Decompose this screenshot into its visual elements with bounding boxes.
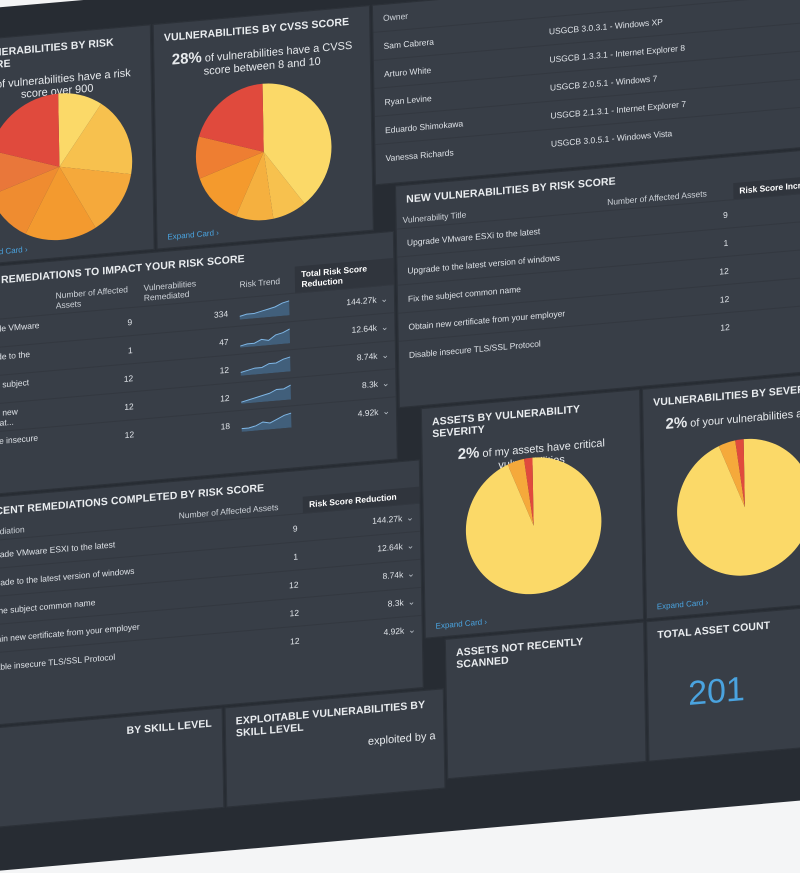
top-remediations-table: NameNumber of Affected AssetsVulnerabili…: [0, 257, 397, 463]
policy-table: Owner Sam Cabrera USGCB 3.0.3.1 - Windows…: [373, 0, 800, 173]
chevron-down-icon[interactable]: ⌄: [380, 321, 389, 333]
sparkline-line: [241, 384, 292, 403]
reduction-value: 4.92k: [357, 407, 379, 419]
not-scanned-card: Assets Not Recently Scanned: [444, 621, 647, 780]
expand-card-link[interactable]: Expand Card ›: [167, 228, 219, 242]
pie-slice[interactable]: [676, 433, 800, 581]
pie-slice[interactable]: [24, 164, 96, 243]
assets-severity-pie: [465, 452, 603, 600]
pie-slice[interactable]: [59, 160, 132, 230]
reduction-value: 144.27k: [372, 513, 403, 526]
new-vulns-card: New Vulnerabilities by Risk Score Vulner…: [395, 146, 800, 409]
reduction-value: 12.64k: [351, 322, 378, 335]
chevron-down-icon[interactable]: ⌄: [406, 512, 414, 523]
sparkline-area: [242, 412, 292, 432]
asset-count-value: 201: [687, 669, 746, 713]
risk-trend-sparkline: [240, 299, 290, 320]
risk-trend-sparkline: [241, 384, 292, 404]
risk-trend-sparkline: [240, 327, 291, 348]
vulns-severity-card: Vulnerabilities by Severity 2% of your v…: [642, 370, 800, 620]
risk-trend-cell: [235, 377, 298, 411]
cvss-headline-text: of vulnerabilities have a CVSS score bet…: [203, 39, 353, 78]
asset-count-card: Total Asset Count 201: [646, 603, 800, 762]
pie-slice[interactable]: [718, 440, 745, 510]
name-cell: Disable insecure TLS...: [0, 426, 53, 463]
reduction-value: 144.27k: [346, 294, 377, 308]
pie-slice[interactable]: [198, 83, 264, 158]
chevron-down-icon[interactable]: ⌄: [407, 596, 416, 608]
vulns-severity-percent: 2%: [665, 413, 688, 433]
pie-slice[interactable]: [196, 131, 264, 179]
risk-score-card: Vulnerabilities by Risk Score % of vulne…: [0, 24, 155, 267]
cvss-card: Vulnerabilities by CVSS Score 28% of vul…: [152, 5, 374, 250]
chevron-down-icon[interactable]: ⌄: [407, 568, 415, 579]
sparkline-line: [242, 412, 292, 429]
chevron-down-icon[interactable]: ⌄: [408, 624, 416, 636]
expand-card-link[interactable]: Expand Card ›: [0, 244, 28, 259]
chevron-down-icon[interactable]: ⌄: [382, 406, 391, 417]
pie-slice[interactable]: [465, 452, 603, 600]
reduction-value: 8.3k: [387, 597, 404, 609]
risk-trend-sparkline: [240, 355, 291, 376]
vulns-severity-pie: [676, 433, 800, 581]
cvss-pie: [196, 78, 333, 222]
pie-slice[interactable]: [507, 458, 534, 528]
risk-trend-cell: [233, 293, 297, 327]
chevron-down-icon[interactable]: ⌄: [406, 540, 415, 551]
pie-slice[interactable]: [263, 148, 305, 219]
pie-slice[interactable]: [58, 101, 133, 180]
vulns-severity-text: of your vulnerabilities ar: [690, 407, 800, 430]
sparkline-line: [240, 327, 291, 347]
reduction-value: 8.74k: [356, 350, 378, 363]
risk-score-pie: [0, 90, 133, 243]
exploitable-card: Exploitable Vulnerabilities by Skill Lev…: [224, 688, 446, 808]
expand-card-link[interactable]: Expand Card ›: [435, 617, 488, 631]
risk-trend-cell: [235, 405, 299, 439]
risk-trend-cell: [234, 349, 298, 383]
pie-slice[interactable]: [262, 78, 333, 207]
pie-slice[interactable]: [0, 166, 61, 237]
expand-card-link[interactable]: Expand Card ›: [656, 597, 709, 612]
pie-slice[interactable]: [235, 151, 274, 222]
top-remediations-card: Top Remediations to Impact Your Risk Sco…: [0, 230, 398, 497]
sparkline-line: [240, 299, 290, 317]
chevron-down-icon[interactable]: ⌄: [381, 349, 390, 361]
risk-trend-sparkline: [242, 412, 292, 432]
reduction-value: 8.3k: [361, 378, 379, 391]
chevron-down-icon[interactable]: ⌄: [381, 377, 390, 389]
reduction-value: 12.64k: [377, 541, 403, 554]
risk-trend-cell: [234, 321, 297, 355]
sparkline-area: [241, 356, 291, 376]
reduction-value: 4.92k: [383, 625, 405, 638]
recent-remediations-card: Recent Remediations Completed by Risk Sc…: [0, 459, 424, 728]
skill-level-card: by Skill Level: [0, 707, 225, 830]
pie-slice[interactable]: [58, 90, 102, 167]
assets-severity-card: Assets by Vulnerability Severity 2% of m…: [420, 388, 645, 639]
cvss-percent: 28%: [171, 48, 202, 69]
reduction-value: 8.74k: [382, 569, 404, 582]
sparkline-area: [240, 328, 291, 348]
pie-slice[interactable]: [735, 439, 745, 508]
pie-slice[interactable]: [0, 144, 60, 196]
sparkline-line: [240, 355, 291, 373]
pie-slice[interactable]: [199, 151, 265, 219]
chevron-down-icon[interactable]: ⌄: [380, 293, 389, 305]
pie-slice[interactable]: [523, 457, 534, 527]
pie-slice[interactable]: [0, 93, 60, 173]
